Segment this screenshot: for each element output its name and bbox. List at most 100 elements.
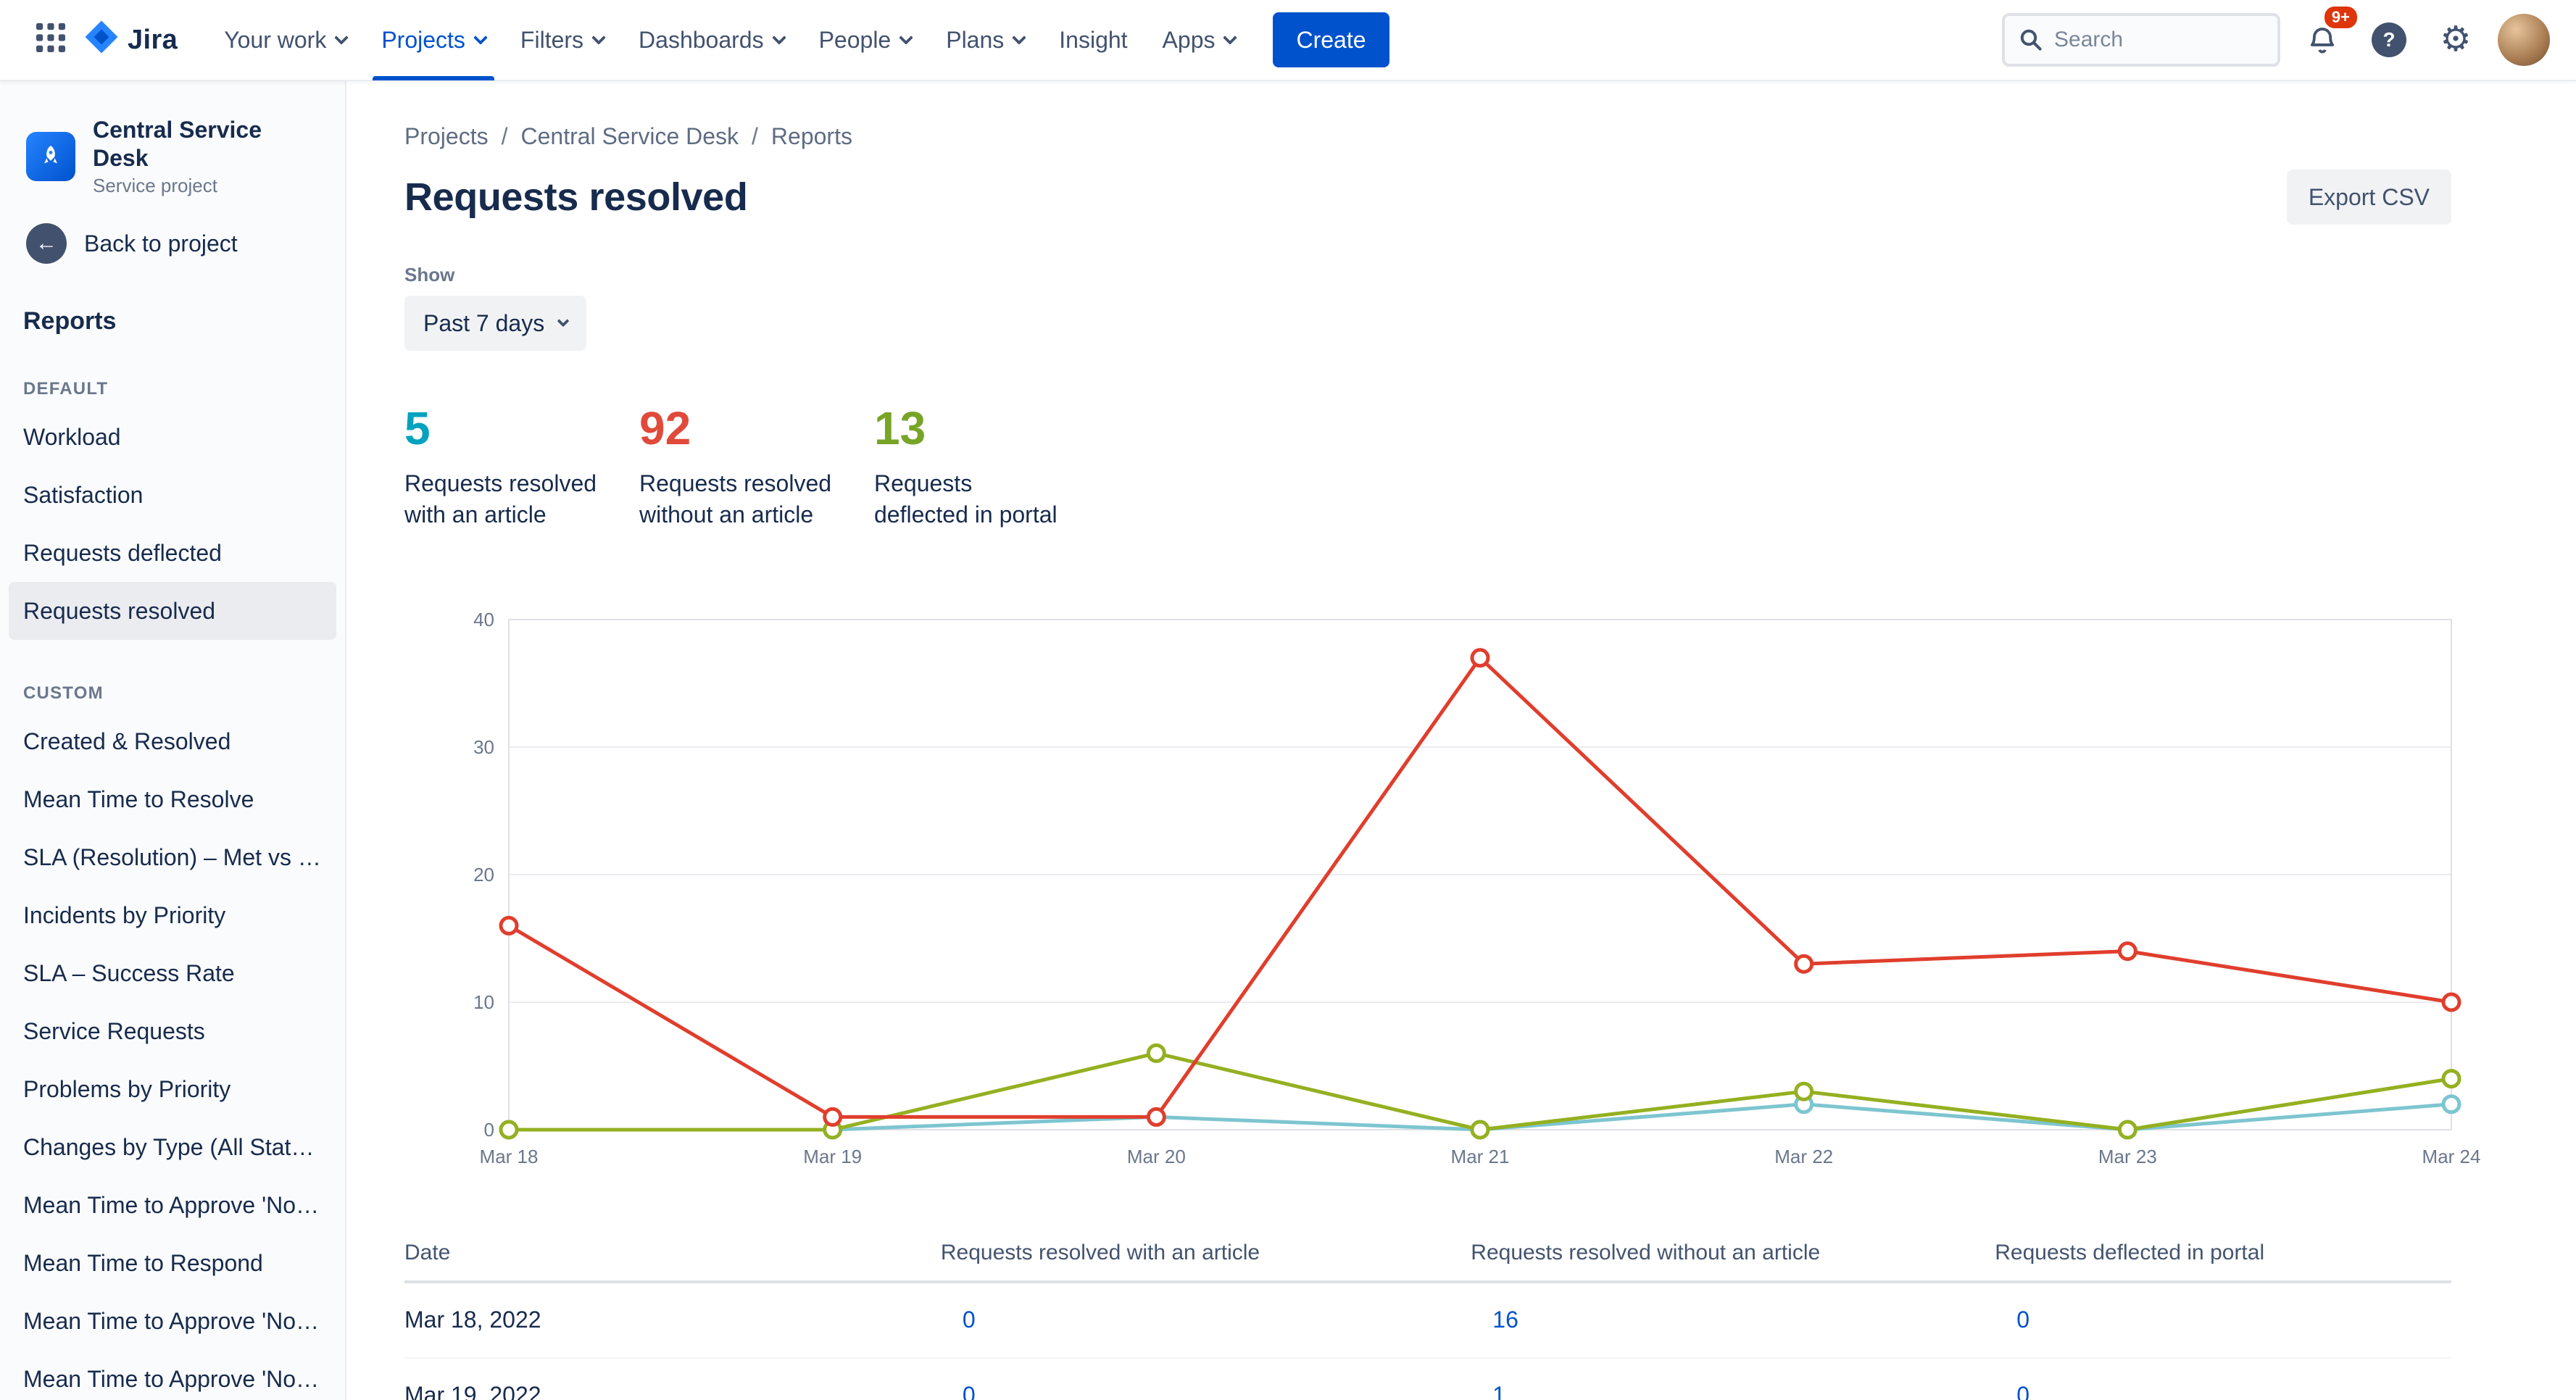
sidebar-item-sla-success-rate[interactable]: SLA – Success Rate (23, 960, 235, 986)
series-line-requests-deflected-in-portal (507, 1051, 2454, 1132)
nav-item-label: Your work (224, 26, 327, 53)
sidebar-item-satisfaction[interactable]: Satisfaction (23, 482, 144, 508)
table-value-link[interactable]: 1 (1492, 1382, 1506, 1400)
chart-point-requests-resolved-without-an-article[interactable] (1146, 1107, 1166, 1127)
sidebar-item-workload[interactable]: Workload (23, 424, 121, 450)
chart-point-requests-resolved-without-an-article[interactable] (2117, 941, 2137, 961)
nav-item-label: Dashboards (639, 26, 764, 53)
x-axis-label: Mar 22 (1774, 1146, 1833, 1167)
sidebar-item-mean-time-to-approve-norm[interactable]: Mean Time to Approve 'Norm… (23, 1192, 336, 1218)
nav-item-people[interactable]: People (802, 0, 929, 80)
chart-point-requests-resolved-without-an-article[interactable] (1470, 648, 1490, 668)
table-value-link[interactable]: 16 (1492, 1307, 1518, 1333)
sidebar-section-title: Reports (23, 307, 117, 335)
topbar-right-cluster: 9+ ? ⚙ (2002, 4, 2550, 67)
user-avatar[interactable] (2498, 14, 2550, 66)
nav-item-apps[interactable]: Apps (1145, 0, 1253, 80)
global-search[interactable] (2002, 13, 2280, 67)
sidebar-item-incidents-by-priority[interactable]: Incidents by Priority (23, 902, 226, 928)
sidebar-item-mean-time-to-approve-norm[interactable]: Mean Time to Approve 'Norm… (23, 1366, 336, 1392)
nav-item-label: Plans (946, 26, 1005, 53)
table-value-cell: 1 (1471, 1382, 1995, 1400)
sidebar-item-requests-deflected[interactable]: Requests deflected (23, 540, 222, 566)
nav-item-dashboards[interactable]: Dashboards (621, 0, 802, 80)
table-value-link[interactable]: 0 (962, 1382, 976, 1400)
export-csv-button[interactable]: Export CSV (2286, 170, 2451, 225)
table-value-link[interactable]: 0 (962, 1307, 976, 1333)
sidebar-item-changes-by-type-all-statuses[interactable]: Changes by Type (All Statuses) (23, 1134, 336, 1160)
settings-button[interactable]: ⚙ (2431, 15, 2480, 64)
sidebar-item-created-resolved[interactable]: Created & Resolved (23, 728, 231, 754)
help-button[interactable]: ? (2364, 15, 2414, 64)
period-dropdown-value: Past 7 days (423, 309, 545, 336)
breadcrumb-project-name[interactable]: Central Service Desk (520, 122, 739, 149)
app-switcher-grid-icon (36, 22, 65, 57)
table-header-cell-requests-resolved-with-an-article: Requests resolved with an article (940, 1240, 1260, 1264)
main-content: Projects / Central Service Desk / Report… (346, 81, 2576, 1400)
sidebar-item-mean-time-to-approve-norm[interactable]: Mean Time to Approve 'Norm… (23, 1308, 336, 1334)
nav-item-your-work[interactable]: Your work (207, 0, 364, 80)
chevron-down-icon (771, 30, 786, 45)
sidebar-item-requests-resolved[interactable]: Requests resolved (9, 582, 336, 640)
chart-point-requests-deflected-in-portal[interactable] (1146, 1043, 1166, 1063)
breadcrumb-separator: / (501, 122, 508, 149)
sidebar-item-mean-time-to-respond[interactable]: Mean Time to Respond (23, 1250, 263, 1276)
project-name: Central Service Desk (93, 117, 262, 171)
chart-point-requests-resolved-with-an-article[interactable] (2441, 1094, 2461, 1114)
top-nav: Jira Your work Projects Filters Dashboards P… (0, 0, 2576, 81)
chart-point-requests-deflected-in-portal[interactable] (2117, 1120, 2137, 1140)
app-switcher-button[interactable] (26, 15, 75, 64)
chart-point-requests-deflected-in-portal[interactable] (1794, 1081, 1814, 1101)
project-header: Central Service Desk Service project (0, 117, 345, 196)
nav-item-insight[interactable]: Insight (1042, 0, 1144, 80)
table-value-link[interactable]: 0 (2016, 1307, 2030, 1333)
y-axis-label: 20 (473, 864, 494, 886)
sidebar-item-service-requests[interactable]: Service Requests (23, 1018, 205, 1044)
title-row: Requests resolved Export CSV (404, 168, 2451, 226)
chart-point-requests-resolved-without-an-article[interactable] (2441, 992, 2461, 1012)
page-title: Requests resolved (404, 175, 748, 219)
sidebar-item-mean-time-to-resolve[interactable]: Mean Time to Resolve (23, 786, 254, 812)
chart-point-requests-deflected-in-portal[interactable] (499, 1120, 519, 1140)
table-row: Mar 19, 2022 0 1 0 (404, 1359, 2451, 1400)
chart-point-requests-resolved-without-an-article[interactable] (499, 915, 519, 936)
stat-block-requests-deflected-in-portal: 13 Requests deflected in portal (874, 403, 1068, 530)
chart-point-requests-deflected-in-portal[interactable] (2441, 1068, 2461, 1088)
table-value-cell: 0 (1995, 1307, 2451, 1333)
nav-item-label: Apps (1162, 26, 1216, 53)
x-axis-label: Mar 23 (2098, 1146, 2157, 1167)
search-input[interactable] (2054, 28, 2263, 52)
sidebar-item-sla-resolution-met-vs-bre[interactable]: SLA (Resolution) – Met vs Bre… (23, 844, 336, 870)
chart-point-requests-resolved-without-an-article[interactable] (823, 1107, 843, 1127)
period-dropdown[interactable]: Past 7 days (404, 296, 587, 351)
nav-item-label: Filters (520, 26, 584, 53)
back-arrow-icon: ← (26, 223, 67, 264)
chevron-down-icon (899, 30, 914, 45)
chart-point-requests-deflected-in-portal[interactable] (1470, 1120, 1490, 1140)
table-value-cell: 0 (941, 1382, 1471, 1400)
breadcrumb-projects[interactable]: Projects (404, 122, 489, 149)
y-axis-label: 40 (473, 609, 494, 630)
sidebar-group-label-default: DEFAULT (23, 379, 109, 399)
create-button[interactable]: Create (1273, 12, 1389, 67)
notifications-button[interactable]: 9+ (2298, 4, 2360, 64)
jira-logo[interactable]: Jira (84, 20, 178, 60)
table-value-link[interactable]: 0 (2016, 1382, 2030, 1400)
nav-item-label: Projects (381, 26, 465, 53)
jira-logo-icon (84, 20, 119, 60)
breadcrumb-reports[interactable]: Reports (770, 122, 852, 149)
nav-item-plans[interactable]: Plans (928, 0, 1042, 80)
sidebar-item-problems-by-priority[interactable]: Problems by Priority (23, 1076, 231, 1102)
nav-item-filters[interactable]: Filters (503, 0, 621, 80)
y-axis-label: 0 (484, 1119, 494, 1141)
chevron-down-icon (591, 30, 606, 45)
show-label: Show (404, 264, 455, 286)
stat-block-requests-resolved-with-an-article: 5 Requests resolved with an article (404, 403, 599, 530)
primary-nav: Your work Projects Filters Dashboards People… (207, 0, 1252, 80)
chart-point-requests-resolved-without-an-article[interactable] (1794, 954, 1814, 974)
back-to-project[interactable]: ← Back to project (0, 220, 345, 267)
bell-icon (2306, 23, 2339, 57)
table-header-row: Date Requests resolved with an article Req… (404, 1225, 2451, 1283)
nav-item-projects[interactable]: Projects (364, 0, 503, 80)
y-axis-label: 10 (473, 991, 494, 1013)
